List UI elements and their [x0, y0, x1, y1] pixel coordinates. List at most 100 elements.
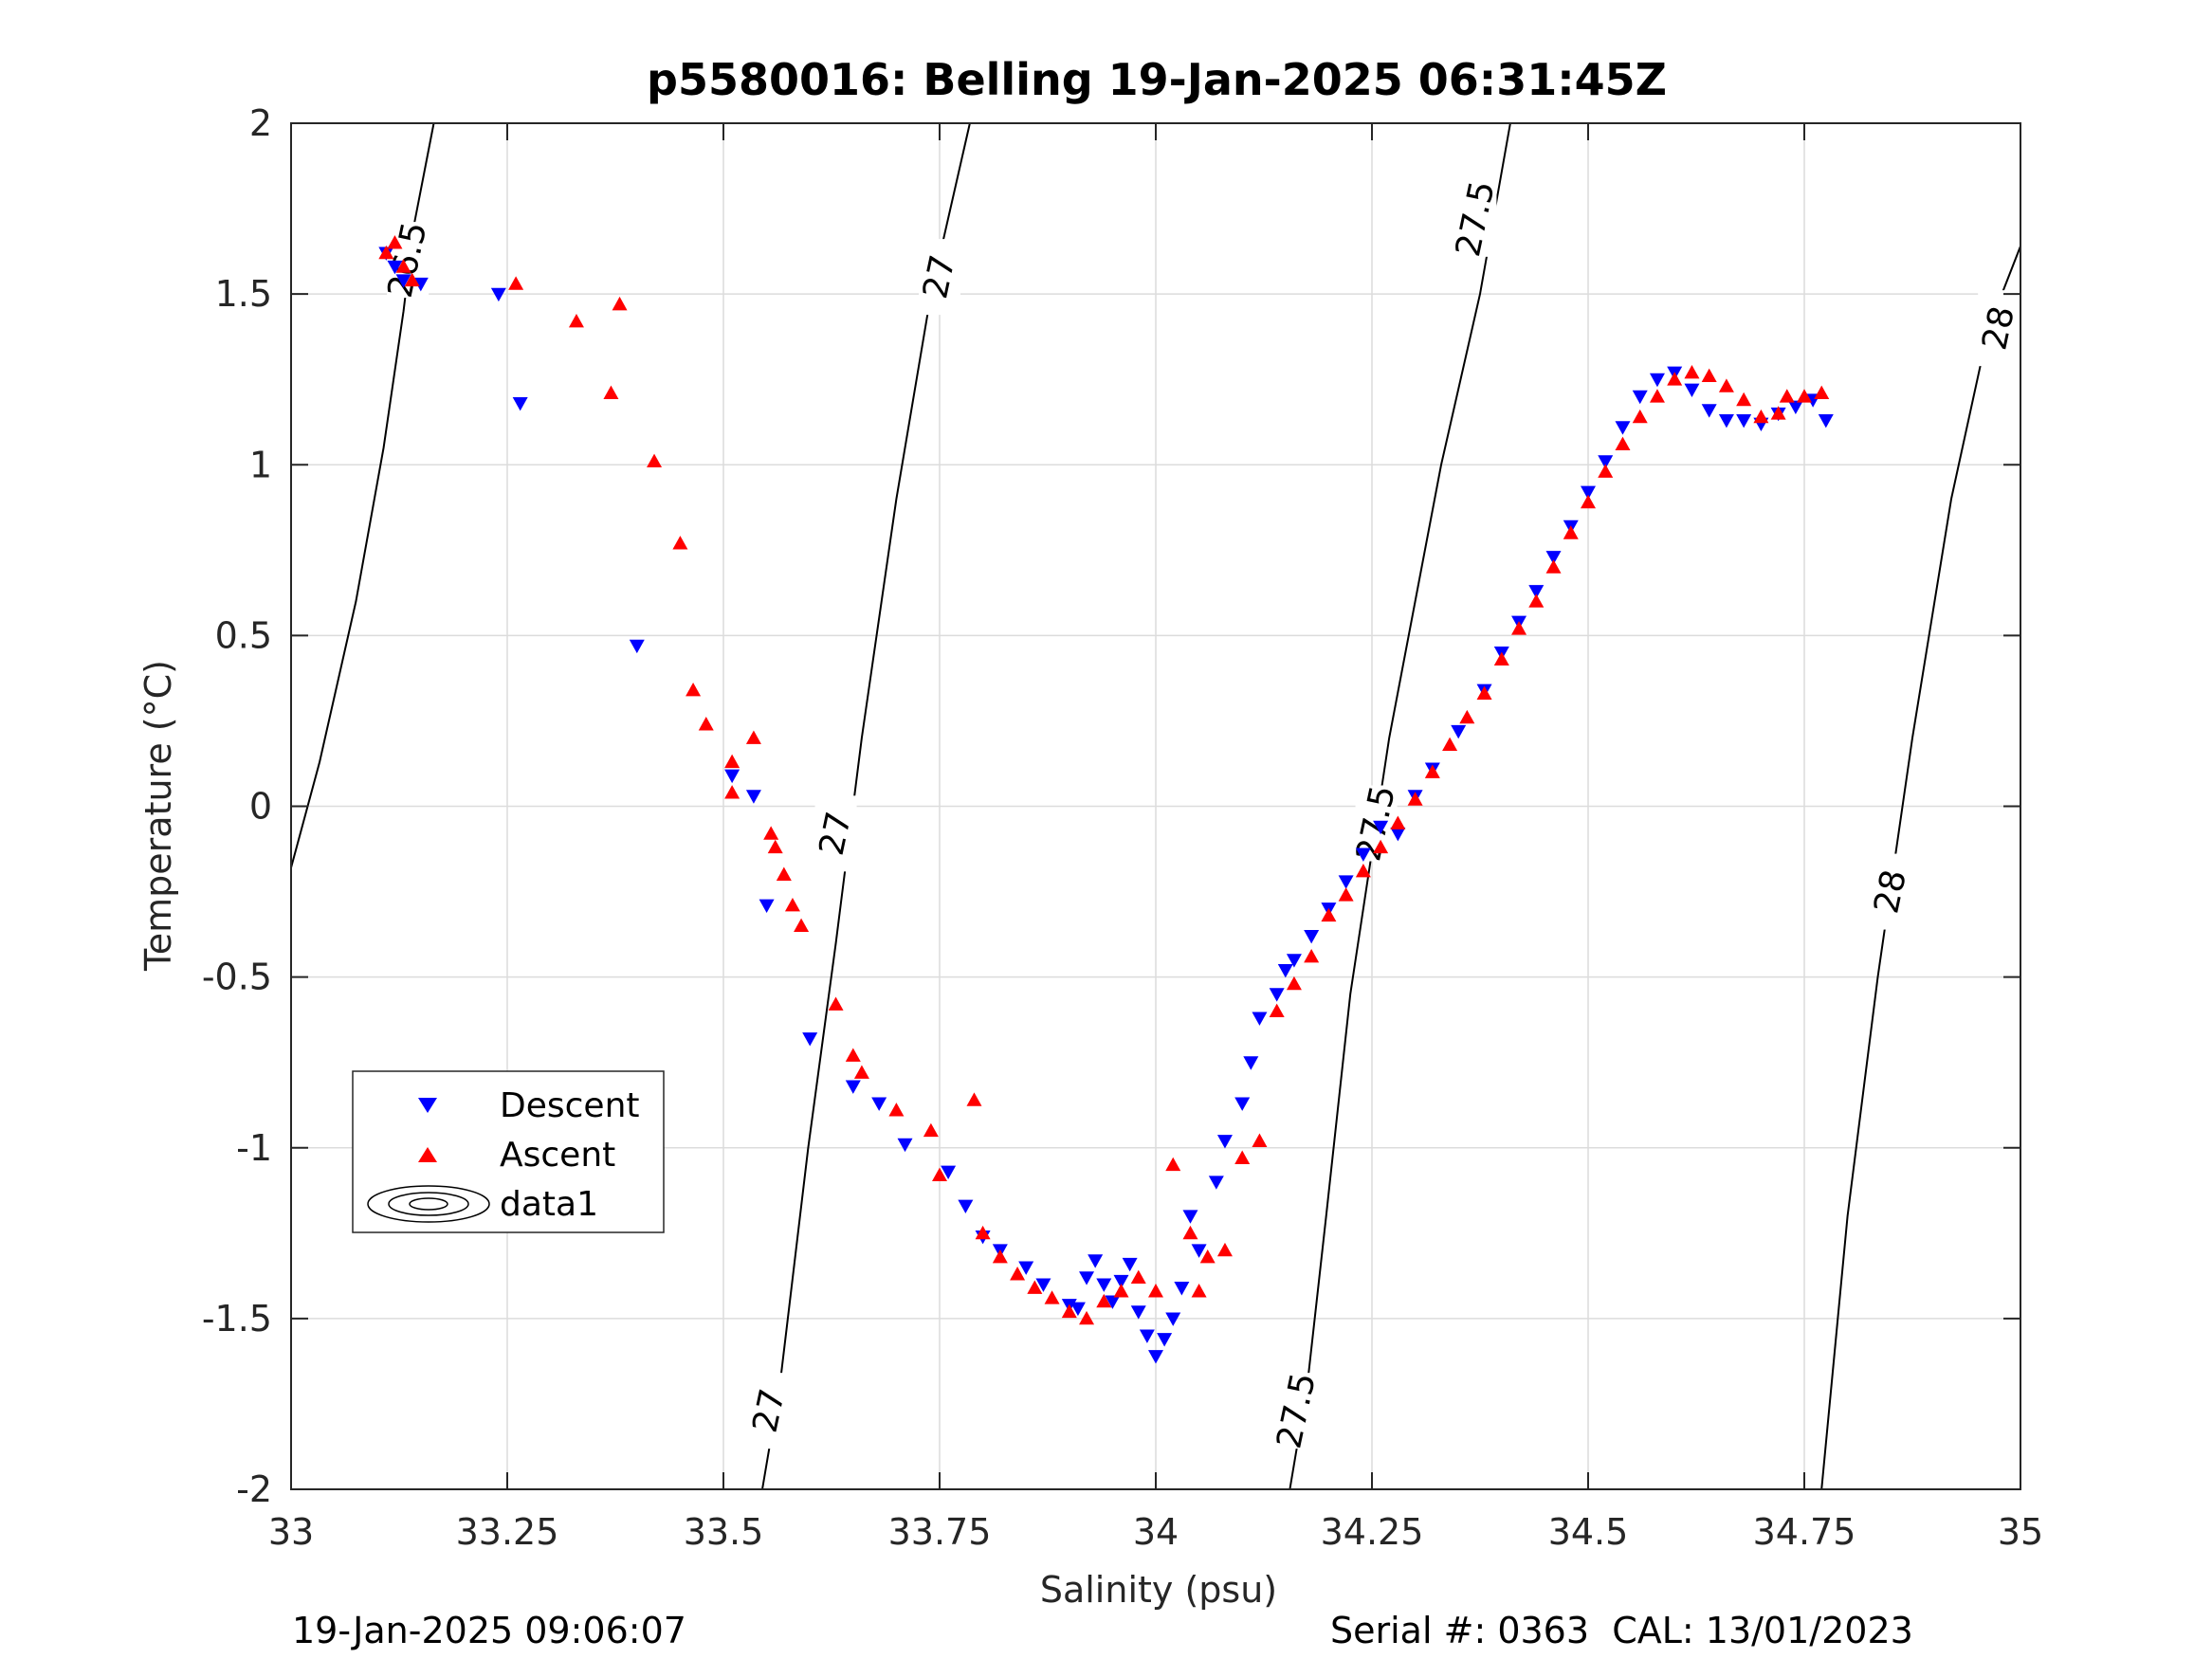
- ascent-point: [1736, 392, 1752, 407]
- ascent-point: [776, 866, 792, 881]
- descent-point: [1243, 1056, 1259, 1070]
- footer-timestamp: 19-Jan-2025 09:06:07: [292, 1610, 686, 1651]
- ascent-point: [1182, 1225, 1198, 1240]
- descent-point: [1787, 400, 1803, 415]
- ascent-point: [647, 453, 663, 468]
- ascent-point: [1667, 372, 1683, 386]
- descent-point: [1148, 1350, 1163, 1364]
- ascent-point: [1718, 378, 1734, 392]
- ascent-point: [1304, 949, 1320, 963]
- descent-point: [629, 639, 645, 654]
- ascent-point: [763, 826, 779, 840]
- y-tick-label: 2: [249, 102, 272, 144]
- x-tick-label: 34: [1133, 1511, 1179, 1553]
- legend-contour-icon: [367, 1185, 490, 1223]
- contour-label: 28: [1867, 866, 1914, 917]
- descent-point: [1069, 1302, 1086, 1317]
- ascent-point: [1321, 907, 1337, 922]
- ascent-point: [966, 1092, 982, 1106]
- ascent-point: [1545, 559, 1562, 574]
- descent-point: [1234, 1097, 1251, 1111]
- descent-point: [1139, 1329, 1155, 1343]
- ascent-point: [1407, 792, 1423, 806]
- descent-point: [941, 1165, 957, 1179]
- ascent-point: [1096, 1293, 1112, 1308]
- descent-point: [745, 790, 761, 804]
- descent-point: [1079, 1271, 1095, 1285]
- descent-point: [1598, 455, 1614, 469]
- contour-label-bg: [919, 239, 960, 316]
- contour-label-bg: [1454, 180, 1497, 257]
- ascent-point: [698, 717, 714, 731]
- descent-point: [1088, 1254, 1104, 1268]
- ascent-point: [1113, 1284, 1129, 1298]
- ascent-point: [1252, 1133, 1268, 1147]
- descent-point: [1165, 1312, 1181, 1326]
- ascent-point: [845, 1048, 861, 1062]
- ascent-point: [1528, 593, 1545, 608]
- descent-point: [871, 1097, 887, 1111]
- descent-point: [1174, 1282, 1190, 1296]
- descent-point: [802, 1032, 818, 1047]
- ascent-point: [992, 1249, 1008, 1264]
- descent-point: [1818, 414, 1834, 428]
- ascent-point: [1010, 1267, 1026, 1281]
- ascent-point: [794, 918, 810, 932]
- ascent-point: [1442, 737, 1458, 752]
- descent-point: [1286, 954, 1302, 968]
- descent-point: [1269, 988, 1285, 1002]
- ascent-point: [724, 785, 740, 799]
- descent-point: [1018, 1261, 1034, 1275]
- descent-point: [387, 260, 403, 275]
- descent-point: [1304, 929, 1320, 944]
- chart-title: p5580016: Belling 19-Jan-2025 06:31:45Z: [647, 54, 1667, 105]
- ascent-point: [686, 683, 702, 697]
- descent-point: [1390, 827, 1406, 842]
- descent-point: [395, 274, 411, 288]
- contour-label: 27: [813, 809, 860, 859]
- ascent-point: [1511, 621, 1527, 635]
- descent-point: [1355, 848, 1371, 862]
- y-tick-label: 0.5: [215, 614, 272, 656]
- ascent-point: [1148, 1284, 1163, 1298]
- x-tick-label: 33: [268, 1511, 314, 1553]
- legend-ascent-marker: [418, 1147, 437, 1162]
- y-tick-label: 1.5: [215, 273, 272, 315]
- ascent-point: [1079, 1310, 1095, 1325]
- ascent-point: [767, 839, 783, 854]
- descent-point: [1252, 1012, 1268, 1026]
- y-tick-label: 1: [249, 444, 272, 485]
- ascent-point: [612, 296, 628, 311]
- footer-serial-cal: Serial #: 0363 CAL: 13/01/2023: [1330, 1610, 1913, 1651]
- x-tick-label: 33.75: [888, 1511, 992, 1553]
- descent-point: [490, 287, 506, 302]
- descent-point: [1130, 1305, 1146, 1320]
- descent-point: [1373, 820, 1389, 835]
- ascent-point: [1286, 975, 1302, 991]
- x-tick-label: 35: [1998, 1511, 2043, 1553]
- descent-point: [1581, 485, 1596, 501]
- ascent-point: [1269, 1003, 1285, 1018]
- ascent-point: [745, 730, 761, 744]
- axis-ticks: 33 33.25 33.5 33.75 34 34.25 34.5 34.75 35 -2 -1.5…: [202, 102, 2043, 1553]
- ascent-point: [724, 754, 740, 769]
- legend-box: [352, 1070, 665, 1233]
- x-tick-label: 33.25: [456, 1511, 559, 1553]
- y-tick-label: 0: [249, 786, 272, 828]
- descent-point: [1649, 373, 1665, 388]
- descent-point: [1684, 383, 1700, 397]
- ascent-point: [1424, 764, 1440, 778]
- ascent-point: [1061, 1304, 1077, 1319]
- descent-point: [1105, 1295, 1121, 1309]
- descent-point: [1528, 585, 1545, 599]
- contour-label: 27: [746, 1385, 794, 1435]
- x-axis-label: Salinity (psu): [1040, 1569, 1277, 1611]
- x-tick-label: 34.75: [1753, 1511, 1856, 1553]
- descent-point: [724, 769, 740, 784]
- y-tick-label: -0.5: [202, 957, 272, 998]
- ascent-point: [1770, 406, 1786, 420]
- ascent-point: [1199, 1249, 1216, 1264]
- contour-label: 27: [916, 251, 963, 301]
- descent-point: [1035, 1278, 1051, 1292]
